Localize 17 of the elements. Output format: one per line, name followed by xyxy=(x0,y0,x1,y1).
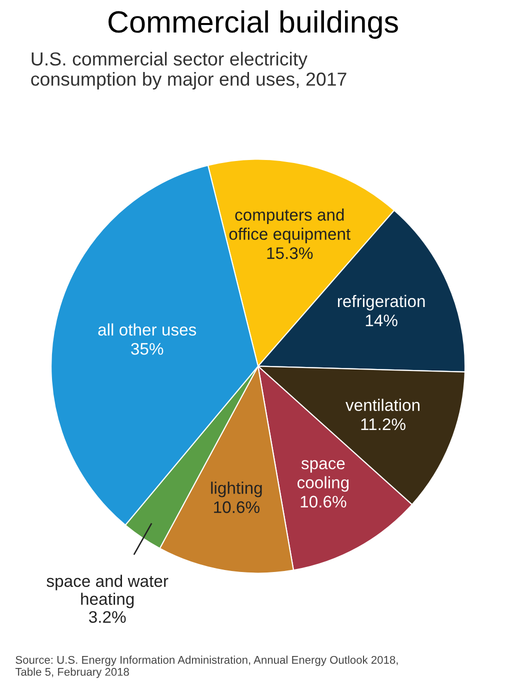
data-label: 14% xyxy=(366,314,398,326)
slice-label: space and water heating xyxy=(46,574,168,608)
chart-subtitle: U.S. commercial sector electricity consumption by major end uses, 2017 xyxy=(31,52,346,90)
data-label: 11.2% xyxy=(361,418,406,430)
slice-label: ventilation xyxy=(346,398,420,412)
data-label: 15.3% xyxy=(267,247,313,260)
slice-label: all other uses xyxy=(98,323,196,336)
data-label: 3.2% xyxy=(88,611,126,623)
source-note: Source: U.S. Energy Information Administration, Annual Energy Outlook 2018, Table 5, February 2018 xyxy=(15,656,398,678)
data-label: 10.6% xyxy=(300,496,346,508)
data-label: 35% xyxy=(131,342,164,355)
chart-title: Commercial buildings xyxy=(108,10,398,39)
data-label: 10.6% xyxy=(214,501,260,514)
slice-label: computers and office equipment xyxy=(229,208,351,244)
slice-label: space cooling xyxy=(298,460,349,492)
slice-label: lighting xyxy=(211,482,262,498)
slice-label: refrigeration xyxy=(338,294,425,310)
